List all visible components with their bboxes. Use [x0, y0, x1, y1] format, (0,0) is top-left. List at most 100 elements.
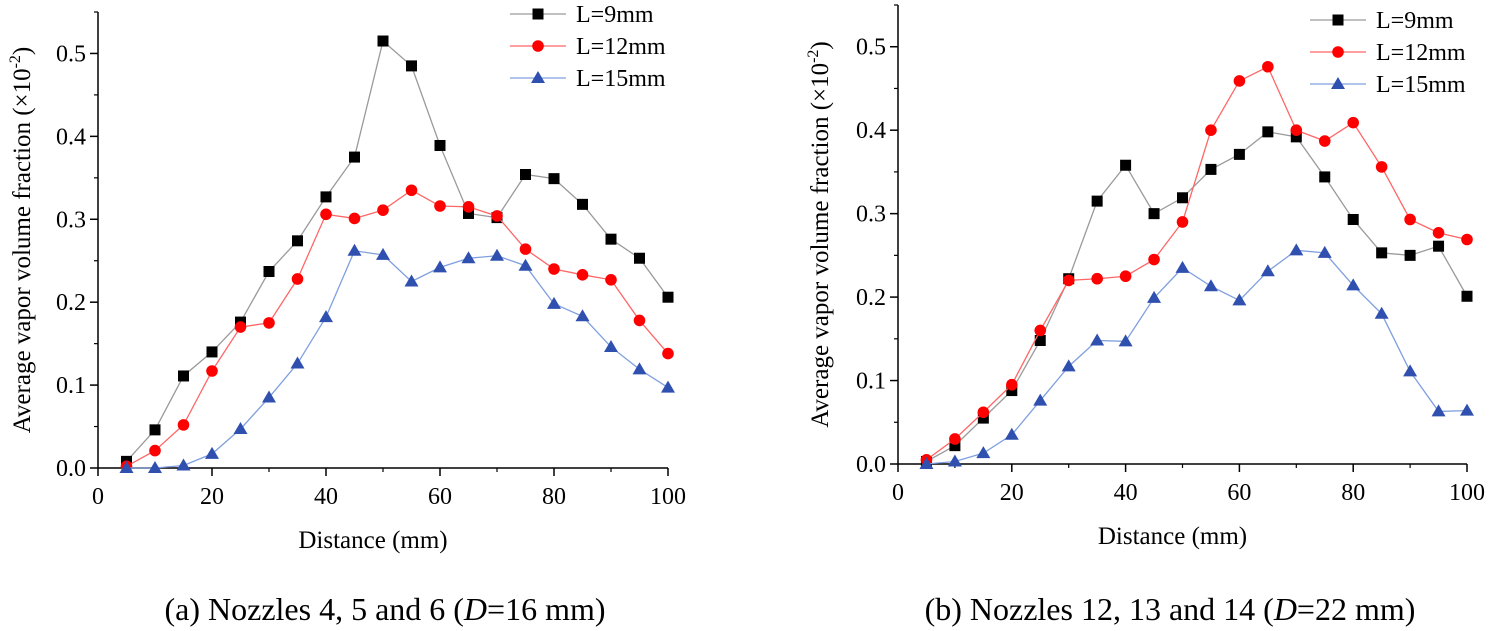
data-point [1203, 279, 1218, 292]
data-point [632, 362, 647, 375]
data-point [348, 212, 361, 225]
data-point [1091, 272, 1103, 285]
data-point [1433, 240, 1445, 252]
data-point [1431, 404, 1446, 417]
data-point [662, 347, 674, 360]
data-point [1233, 75, 1246, 87]
x-tick-label: 40 [314, 484, 338, 510]
data-point [1148, 208, 1160, 220]
x-tick-label: 80 [542, 484, 566, 510]
x-tick-label: 40 [1114, 480, 1138, 506]
data-point [433, 260, 447, 273]
data-point [406, 60, 417, 72]
data-point [1460, 403, 1474, 416]
data-point [1148, 253, 1160, 266]
series-line [926, 131, 1468, 463]
legend-entry: L=15mm [1310, 72, 1466, 98]
data-point [1403, 364, 1418, 377]
series-line [126, 39, 669, 462]
data-point [434, 139, 446, 151]
legend-entry: L=12mm [1310, 40, 1466, 66]
data-point [1205, 163, 1217, 175]
legend-marker [532, 8, 544, 20]
data-point [1376, 247, 1388, 259]
data-point [376, 247, 390, 260]
data-point [947, 454, 962, 467]
series-l-15mm [119, 243, 675, 473]
data-point [1091, 195, 1103, 207]
data-point [547, 296, 561, 309]
data-point [349, 151, 360, 163]
data-point [1347, 213, 1359, 225]
data-point [949, 433, 961, 445]
data-point [548, 173, 560, 185]
data-point [176, 458, 191, 471]
data-point [263, 266, 275, 278]
x-axis-label: Distance (mm) [1098, 523, 1247, 550]
data-point [119, 461, 134, 473]
data-point [1034, 324, 1047, 337]
data-point [1175, 260, 1190, 273]
data-point [377, 204, 389, 216]
legend-entry: L=12mm [510, 34, 666, 60]
data-point [1432, 227, 1445, 239]
data-point [1205, 124, 1217, 136]
legend-entry: L=9mm [1310, 8, 1454, 34]
caption: (b) Nozzles 12, 13 and 14 (D=22 mm) [925, 591, 1416, 627]
data-point [177, 419, 190, 431]
data-point [491, 210, 503, 222]
legend-label: L=12mm [1376, 40, 1466, 66]
data-point [319, 310, 333, 323]
data-point [1318, 135, 1331, 147]
data-point [977, 406, 990, 419]
series-line [926, 249, 1468, 465]
data-point [605, 273, 617, 286]
data-point [1062, 274, 1075, 287]
data-point [1319, 171, 1331, 183]
x-axis-label: Distance (mm) [298, 527, 447, 554]
data-point [1176, 216, 1189, 228]
data-point [1119, 270, 1132, 283]
data-point [1147, 290, 1162, 303]
data-point [1120, 159, 1132, 171]
data-point [605, 233, 617, 245]
data-point [1033, 393, 1048, 406]
data-point [1374, 306, 1389, 319]
data-point [405, 184, 418, 197]
chart-panel-b: 0 20 40 60 80 100 0.0 0.1 0.2 0.3 0.4 0.5 Distance (… [805, 4, 1485, 627]
y-tick-label: 0.1 [856, 369, 886, 395]
x-tick-label: 0 [892, 480, 904, 506]
series-line [126, 250, 669, 469]
legend-label: L=9mm [1376, 8, 1454, 34]
data-point [662, 291, 674, 303]
y-axis-label: Average vapor volume fraction (×10-2) [805, 41, 834, 428]
data-point [1375, 161, 1388, 173]
data-point [206, 346, 218, 358]
y-tick-label: 0.0 [56, 456, 86, 482]
data-point [320, 191, 332, 203]
data-point [291, 273, 304, 285]
x-tick-label: 0 [92, 484, 104, 510]
data-point [1317, 245, 1332, 258]
legend-label: L=15mm [1376, 72, 1466, 98]
y-tick-label: 0.3 [856, 202, 886, 228]
data-point [347, 243, 362, 256]
data-point [1346, 278, 1361, 291]
data-point [519, 243, 532, 255]
data-point [404, 274, 419, 287]
data-point [1262, 60, 1274, 73]
data-point [976, 446, 991, 459]
legend-marker [531, 71, 545, 83]
legend-marker [1332, 46, 1344, 58]
y-axis-label: Average vapor volume fraction (×10-2) [7, 47, 36, 434]
legend-entry: L=15mm [510, 66, 666, 92]
data-point [292, 235, 303, 247]
data-point [233, 422, 248, 435]
x-tick-label: 100 [1449, 480, 1485, 506]
y-tick-label: 0.0 [856, 452, 886, 478]
data-point [575, 309, 590, 322]
y-tick-label: 0.1 [56, 373, 86, 399]
legend-label: L=9mm [576, 2, 654, 28]
data-point [205, 446, 219, 459]
